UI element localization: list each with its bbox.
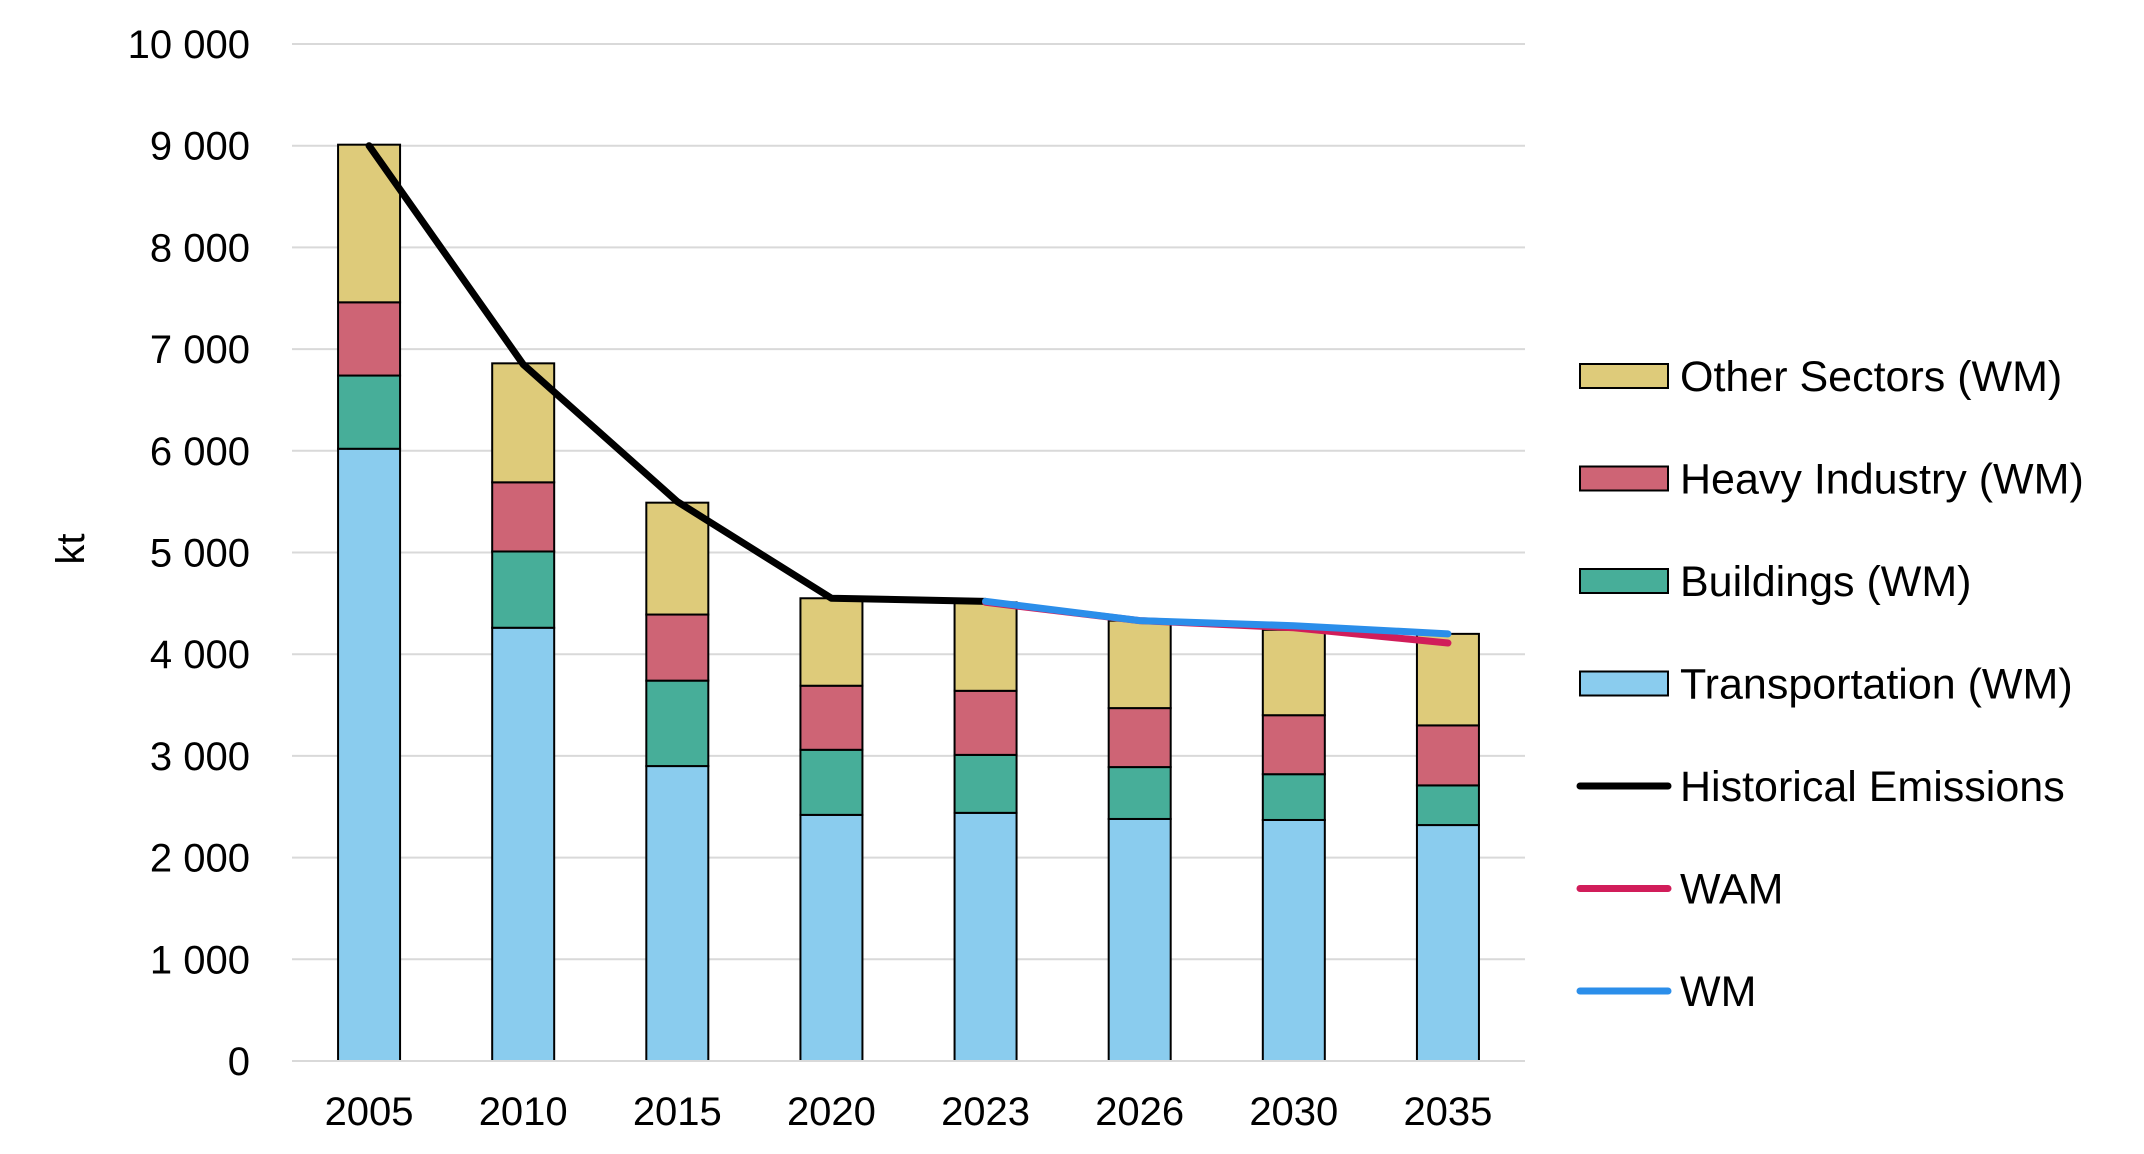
bar-heavy-industry-wm (645, 613, 710, 682)
legend-label-other-sectors-wm: Other Sectors (WM) (1680, 353, 2062, 401)
legend-swatch-buildings-wm (1579, 568, 1669, 594)
y-tick-label: 8 000 (150, 226, 250, 270)
legend-label-transportation-wm: Transportation (WM) (1680, 661, 2073, 709)
legend-label-heavy-industry-wm: Heavy Industry (WM) (1680, 456, 2084, 504)
bar-heavy-industry-wm (799, 684, 864, 751)
bar-heavy-industry-wm (953, 689, 1018, 756)
legend-label-wm: WM (1680, 968, 1756, 1016)
y-axis-title: kt (49, 533, 93, 564)
legend-label-wam: WAM (1680, 866, 1784, 914)
y-tick-label: 9 000 (150, 125, 250, 169)
bar-heavy-industry-wm (337, 301, 402, 377)
legend-swatch-heavy-industry-wm (1579, 465, 1669, 492)
y-tick-label: 4 000 (150, 633, 250, 677)
bar-buildings-wm (953, 753, 1018, 814)
x-axis-ticks: 2005 2010 2015 2020 2023 2026 2030 2035 (325, 1090, 1493, 1134)
bar-buildings-wm (1107, 766, 1172, 820)
bar-other-sectors-wm (1415, 632, 1480, 727)
bar-transportation-wm (491, 626, 556, 1062)
y-tick-label: 6 000 (150, 430, 250, 474)
bar-transportation-wm (1415, 824, 1480, 1063)
bar-transportation-wm (799, 813, 864, 1062)
bar-buildings-wm (645, 679, 710, 768)
legend-swatch-transportation-wm (1579, 670, 1669, 697)
x-tick-label: 2026 (1095, 1090, 1184, 1134)
bar-transportation-wm (1261, 818, 1326, 1063)
bar-transportation-wm (337, 447, 402, 1062)
bar-other-sectors-wm (1107, 619, 1172, 710)
bar-heavy-industry-wm (1415, 724, 1480, 787)
line-wm (982, 597, 1452, 638)
x-tick-label: 2030 (1249, 1090, 1338, 1134)
bar-other-sectors-wm (645, 501, 710, 616)
bar-buildings-wm (1415, 784, 1480, 827)
legend-label-historical-emissions: Historical Emissions (1680, 763, 2065, 811)
bar-heavy-industry-wm (1261, 714, 1326, 776)
bar-transportation-wm (645, 765, 710, 1062)
y-tick-label: 5 000 (150, 532, 250, 576)
bar-buildings-wm (337, 374, 402, 450)
y-tick-label: 1 000 (150, 938, 250, 982)
bar-other-sectors-wm (953, 601, 1018, 692)
bar-other-sectors-wm (337, 143, 402, 304)
legend: Other Sectors (WM) Heavy Industry (WM) Bui… (1576, 353, 2084, 1016)
bar-buildings-wm (491, 550, 556, 629)
x-tick-label: 2015 (633, 1090, 722, 1134)
x-tick-label: 2020 (787, 1090, 876, 1134)
bar-heavy-industry-wm (1107, 707, 1172, 769)
bar-other-sectors-wm (799, 597, 864, 687)
legend-swatch-other-sectors-wm (1579, 363, 1669, 389)
x-tick-label: 2010 (479, 1090, 568, 1134)
bar-buildings-wm (799, 748, 864, 816)
y-tick-label: 7 000 (150, 328, 250, 372)
line-historical-emissions (365, 142, 990, 605)
y-tick-label: 10 000 (128, 23, 250, 67)
y-tick-label: 3 000 (150, 735, 250, 779)
x-tick-label: 2023 (941, 1090, 1030, 1134)
bar-buildings-wm (1261, 773, 1326, 821)
legend-label-buildings-wm: Buildings (WM) (1680, 558, 1972, 606)
y-axis-ticks: 0 1 000 2 000 3 000 4 000 5 000 6 000 7 000 8 00… (128, 23, 250, 1084)
y-tick-label: 0 (228, 1040, 250, 1084)
x-tick-label: 2035 (1403, 1090, 1492, 1134)
bar-transportation-wm (1107, 817, 1172, 1062)
series-lines (365, 142, 1452, 647)
stacked-bars (337, 143, 1480, 1063)
bar-other-sectors-wm (1261, 628, 1326, 717)
x-tick-label: 2005 (325, 1090, 414, 1134)
gridlines (292, 43, 1525, 961)
bar-transportation-wm (953, 811, 1018, 1062)
y-tick-label: 2 000 (150, 837, 250, 881)
bar-heavy-industry-wm (491, 481, 556, 553)
